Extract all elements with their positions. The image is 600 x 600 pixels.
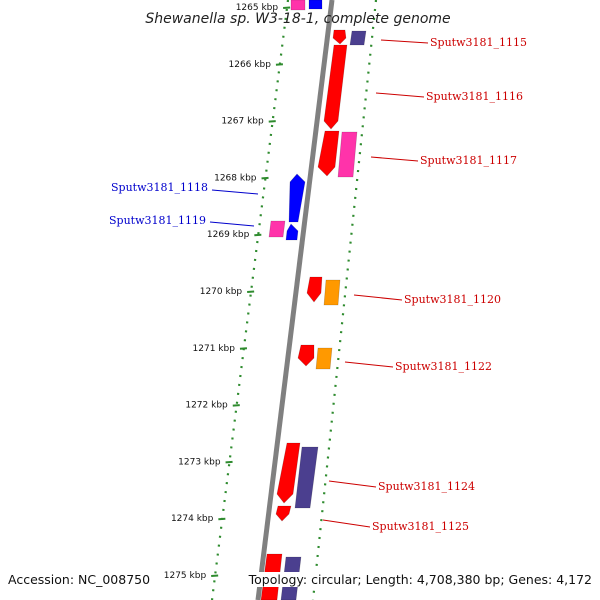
kbp-tick-mark (225, 460, 233, 464)
gene-label[interactable]: Sputw3181_1117 (420, 154, 517, 167)
kbp-tick-label: 1268 kbp (214, 173, 257, 183)
gene-label[interactable]: Sputw3181_1125 (372, 520, 469, 533)
gene-leader-line (380, 39, 429, 44)
kbp-tick-label: 1269 kbp (207, 230, 250, 240)
gene-arrow (275, 505, 292, 522)
kbp-tick-mark (218, 517, 226, 521)
kbp-tick-label: 1266 kbp (229, 60, 272, 70)
kbp-tick-label: 1265 kbp (236, 3, 279, 13)
kbp-tick-label: 1272 kbp (185, 401, 228, 411)
gene-label[interactable]: Sputw3181_1122 (395, 360, 492, 373)
gene-arrow (297, 344, 315, 367)
tick-track-inner (210, 0, 290, 600)
gene-arrow (323, 44, 348, 130)
gene-label[interactable]: Sputw3181_1118 (111, 181, 208, 194)
gene-arrow (332, 29, 347, 45)
gene-block (349, 30, 367, 46)
gene-leader-line (370, 156, 419, 162)
gene-leader-line (211, 189, 259, 195)
map-title: Shewanella sp. W3-18-1, complete genome (145, 11, 450, 27)
gene-block (337, 131, 358, 178)
gene-arrow (276, 442, 301, 504)
gene-block (308, 0, 323, 10)
kbp-tick-mark (275, 63, 283, 66)
accession-text: Accession: NC_008750 (8, 572, 151, 587)
kbp-ticks: 1265 kbp 1266 kbp 1267 kbp 1268 kbp 1269 kbp… (164, 3, 291, 581)
gene-block (290, 0, 306, 11)
kbp-tick-mark (254, 233, 262, 237)
kbp-tick-mark (239, 347, 248, 350)
gene-label[interactable]: Sputw3181_1124 (378, 480, 475, 493)
kbp-tick-label: 1275 kbp (164, 571, 207, 581)
gene-leader-line (353, 294, 403, 301)
kbp-tick-mark (247, 290, 255, 293)
gene-leader-line (328, 480, 377, 488)
gene-labels: Sputw3181_1115 Sputw3181_1116 Sputw3181_11… (109, 36, 527, 533)
kbp-tick-label: 1270 kbp (200, 287, 243, 297)
kbp-tick-label: 1274 kbp (171, 514, 214, 524)
gene-block (268, 220, 286, 238)
kbp-tick-label: 1273 kbp (178, 457, 221, 467)
tick-track-outer (311, 0, 378, 600)
kbp-tick-mark (261, 176, 269, 180)
gene-label[interactable]: Sputw3181_1119 (109, 214, 206, 227)
kbp-tick-mark (232, 404, 240, 407)
kbp-tick-label: 1267 kbp (221, 117, 264, 127)
genome-backbone (255, 0, 335, 600)
topology-text: Topology: circular; Length: 4,708,380 bp… (248, 572, 592, 587)
kbp-tick-mark (268, 120, 276, 123)
gene-leader-line (375, 92, 425, 98)
gene-arrow (306, 276, 323, 303)
tick-dot-tracks (210, 0, 378, 600)
kbp-tick-mark (283, 6, 291, 9)
gene-arrow (317, 130, 340, 177)
gene-block (323, 279, 341, 306)
gene-leader-line (209, 221, 255, 227)
gene-label[interactable]: Sputw3181_1116 (426, 90, 523, 103)
gene-arrow (285, 223, 299, 241)
gene-arrow (288, 173, 306, 223)
gene-block (294, 446, 319, 509)
gene-leader-line (322, 519, 371, 528)
kbp-tick-label: 1271 kbp (193, 344, 236, 354)
gene-label[interactable]: Sputw3181_1120 (404, 293, 501, 306)
gene-label[interactable]: Sputw3181_1115 (430, 36, 527, 49)
gene-block (315, 347, 333, 370)
kbp-tick-mark (211, 574, 219, 577)
gene-leader-line (344, 361, 394, 368)
